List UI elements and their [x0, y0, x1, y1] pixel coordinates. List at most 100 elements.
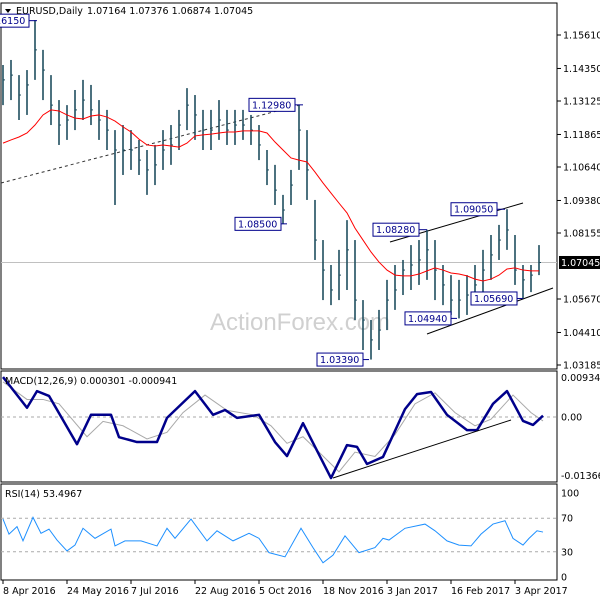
price-bar [146, 150, 149, 195]
dashed-trendline [0, 104, 301, 184]
price-pane: 1.16150 1.12980 1.08500 1.03390 1.08280 1.090… [0, 13, 557, 367]
channel-lower-trendline [426, 287, 554, 335]
price-bar [490, 234, 493, 280]
date-axis-label: 8 Apr 2016 [3, 586, 56, 597]
price-bar [178, 109, 181, 151]
price-axis-label: 1.03185 [563, 361, 600, 372]
price-bar [90, 84, 93, 126]
price-bar [298, 104, 301, 170]
macd-trendline [332, 419, 512, 479]
dropdown-triangle-icon[interactable] [5, 9, 11, 13]
price-bar [354, 240, 357, 320]
date-axis-label: 24 May 2016 [67, 586, 129, 597]
price-bar [274, 164, 277, 205]
price-bar [186, 88, 189, 131]
macd-pane-frame [0, 370, 558, 483]
price-bar [250, 114, 253, 145]
price-bar [106, 109, 109, 151]
price-annotation: 1.16150 [0, 13, 37, 28]
ohlc-values: 1.07164 1.07376 1.06874 1.07045 [87, 6, 253, 17]
price-bar [122, 125, 125, 175]
price-bar [2, 65, 5, 106]
rsi-pane-frame [0, 483, 558, 581]
rsi-axis-label: 0 [561, 573, 567, 584]
annotation-label: 1.08500 [238, 219, 277, 230]
price-bar [522, 265, 525, 299]
price-bar [34, 20, 37, 80]
macd-axis-label: -0.013663 [561, 471, 600, 482]
price-bar [66, 105, 69, 140]
date-axis-label: 16 Feb 2017 [451, 586, 510, 597]
price-bar [162, 130, 165, 170]
price-bar [58, 100, 61, 145]
price-bar [466, 275, 469, 315]
price-bar [210, 109, 213, 151]
annotation-box [234, 216, 282, 231]
price-annotation: 1.08500 [234, 216, 287, 231]
rsi-axis-label: 30 [561, 547, 573, 558]
price-bar [258, 125, 261, 161]
price-axis-label: 1.05670 [563, 295, 600, 306]
macd-main-line [2, 376, 544, 480]
price-bar [18, 75, 21, 120]
rsi-axis-label: 100 [561, 489, 579, 500]
annotation-box [470, 291, 518, 306]
axes: 1.15610 1.14350 1.13125 1.11865 1.10640 1.093… [2, 31, 600, 597]
price-axis-label: 1.13125 [563, 97, 600, 108]
price-axis-label: 1.10640 [563, 163, 600, 174]
price-bar [282, 194, 285, 224]
rsi-pane [1, 516, 557, 564]
price-axis-label: 1.08155 [563, 229, 600, 240]
macd-title: MACD(12,26,9) 0.000301 -0.000941 [5, 376, 177, 387]
price-bar [330, 265, 333, 306]
date-axis-label: 3 Apr 2017 [515, 586, 568, 597]
annotation-box [248, 97, 296, 112]
price-bar [10, 59, 13, 101]
price-bar [194, 95, 197, 140]
macd-axis-label: 0.009345 [561, 373, 600, 384]
price-axis-label: 1.04410 [563, 328, 600, 339]
price-bar [290, 169, 293, 205]
price-annotation: 1.04940 [404, 311, 457, 326]
price-bar [410, 245, 413, 290]
rsi-title: RSI(14) 53.4967 [5, 489, 82, 500]
price-bar [50, 75, 53, 126]
watermark: ActionForex.com [210, 309, 390, 336]
price-bar [42, 49, 45, 101]
date-axis-label: 5 Oct 2016 [259, 586, 312, 597]
rsi-axis-label: 70 [561, 514, 573, 525]
price-bar [370, 319, 373, 360]
price-bar [458, 279, 461, 319]
annotation-label: 1.05690 [474, 294, 513, 305]
price-bar [306, 130, 309, 200]
price-annotation: 1.08280 [372, 222, 427, 237]
annotation-label: 1.12980 [252, 100, 291, 111]
price-bar [434, 240, 437, 301]
moving-average-line [2, 109, 539, 282]
price-bar [378, 309, 381, 351]
price-annotation: 1.12980 [248, 97, 303, 112]
price-bar [130, 130, 133, 170]
chart-header: EURUSD,Daily 1.07164 1.07376 1.06874 1.0… [5, 6, 253, 17]
current-price-label: 1.07045 [559, 255, 600, 269]
price-axis-label: 1.14350 [563, 64, 600, 75]
price-bar [74, 89, 77, 131]
price-axis-label: 1.15610 [563, 31, 600, 42]
price-bar [498, 224, 501, 260]
annotation-label: 1.09050 [454, 205, 493, 216]
current-price-box [559, 255, 600, 269]
price-bar [338, 249, 341, 301]
price-annotation: 1.09050 [450, 202, 505, 217]
annotation-label: 1.03390 [320, 355, 359, 366]
price-bar [170, 125, 173, 165]
price-bar [26, 70, 29, 115]
annotation-box [372, 222, 420, 237]
price-bar [202, 109, 205, 151]
date-axis-label: 22 Aug 2016 [195, 586, 256, 597]
price-bar [530, 265, 533, 293]
price-bar [266, 150, 269, 186]
current-price-value: 1.07045 [561, 258, 600, 269]
price-bar [234, 109, 237, 145]
price-bar [82, 79, 85, 120]
